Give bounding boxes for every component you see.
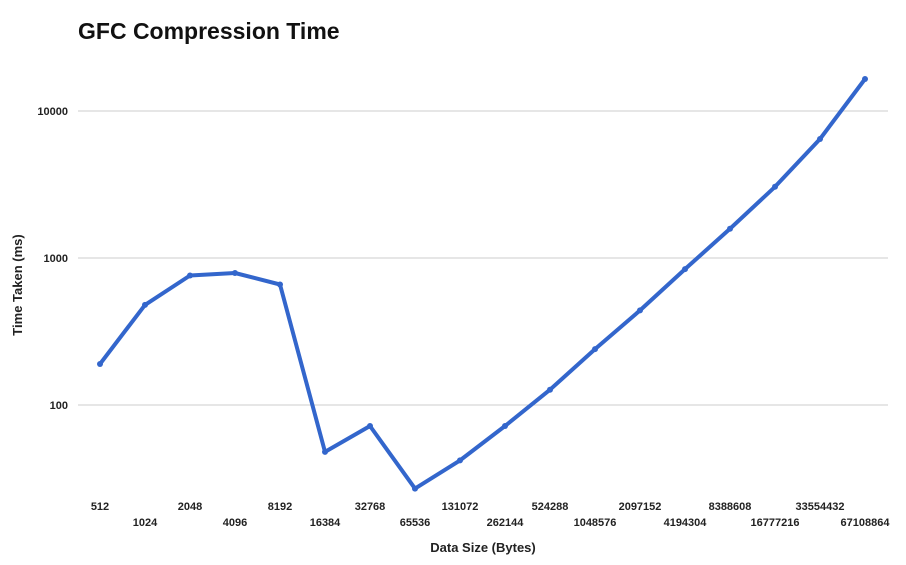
data-point [637,307,643,314]
data-point [772,183,778,190]
data-point [232,270,238,277]
x-tick-label: 8388608 [709,501,752,513]
x-tick-label: 524288 [532,501,569,513]
x-tick-label: 262144 [487,517,525,529]
series-line-path [98,77,867,491]
x-tick-label: 16384 [310,517,341,529]
y-tick-labels: 100 1000 10000 [37,106,68,412]
x-tick-label: 67108864 [841,517,891,529]
data-point [682,266,688,273]
x-tick-label: 4194304 [664,517,708,529]
x-tick-label: 1024 [133,517,158,529]
y-tick-label: 10000 [37,106,68,118]
x-tick-labels: 512 1024 2048 4096 8192 16384 32768 65536 131072… [91,501,891,529]
x-tick-label: 16777216 [751,517,800,529]
y-axis-title: Time Taken (ms) [10,234,25,335]
data-point [412,485,418,492]
data-point [367,422,373,429]
data-point [187,272,193,279]
data-point [817,135,823,142]
x-tick-label: 4096 [223,517,247,529]
data-point [142,301,148,308]
x-tick-label: 33554432 [796,501,845,513]
x-tick-label: 8192 [268,501,292,513]
y-tick-label: 1000 [44,253,68,265]
grid-lines [78,110,888,406]
data-point [592,346,598,353]
x-tick-label: 1048576 [574,517,617,529]
data-point [502,422,508,429]
x-tick-label: 512 [91,501,109,513]
x-tick-label: 131072 [442,501,479,513]
data-point [322,448,328,455]
data-point [547,386,553,393]
x-tick-label: 2097152 [619,501,662,513]
data-point [457,457,463,464]
data-point [277,281,283,288]
data-point [97,361,103,368]
data-point [862,76,868,83]
data-point [727,225,733,232]
x-tick-label: 32768 [355,501,386,513]
x-tick-label: 2048 [178,501,202,513]
series-points [97,76,868,492]
x-axis-title: Data Size (Bytes) [430,540,535,555]
y-tick-label: 100 [50,400,68,412]
series-line [98,77,867,491]
chart-title: GFC Compression Time [78,18,340,44]
x-tick-label: 65536 [400,517,431,529]
